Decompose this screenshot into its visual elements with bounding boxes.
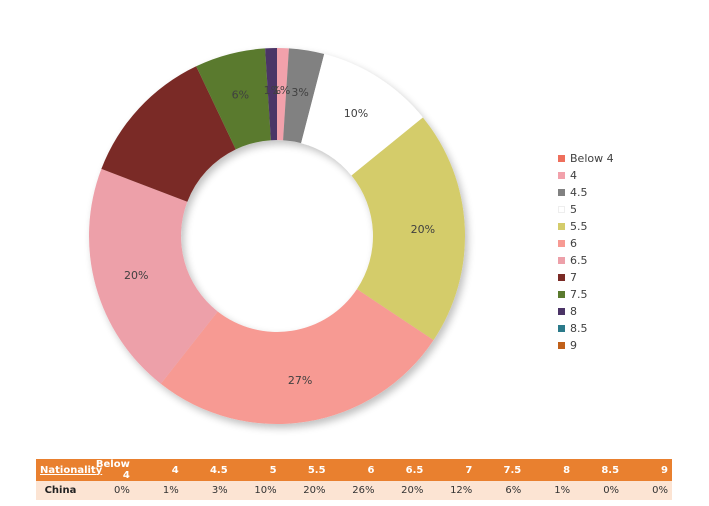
legend-item-6: 6 (558, 235, 678, 252)
table-row: China 0% 1% 3% 10% 20% 26% 20% 12% 6% 1% 0% 0% (36, 481, 672, 500)
percentage-cell: 3% (182, 481, 232, 500)
percentage-cell: 12% (427, 481, 477, 500)
slice-4 (277, 48, 289, 141)
band-header: 7 (427, 459, 477, 481)
legend-label: 8.5 (570, 322, 588, 335)
legend-swatch (558, 172, 565, 179)
slice-label-8: 1% (264, 84, 281, 97)
legend-item-6-5: 6.5 (558, 252, 678, 269)
slice-label-5: 10% (344, 107, 368, 120)
slice-label-6: 27% (288, 374, 312, 387)
slice-6-5 (88, 168, 218, 384)
chart-area: 1% 3% 10% 20% 27% 20% 6% 1% Below 4 4 4.5 5 5.5 6 6.5… (36, 18, 676, 448)
legend-label: 5.5 (570, 220, 588, 233)
legend-label: 4.5 (570, 186, 588, 199)
data-table: Nationality Below 4 4 4.5 5 5.5 6 6.5 7 7.5 8 8.5 9 … (36, 459, 672, 500)
legend-swatch (558, 155, 565, 162)
legend-swatch (558, 325, 565, 332)
legend-label: 8 (570, 305, 577, 318)
percentage-cell: 0% (574, 481, 624, 500)
legend-item-8: 8 (558, 303, 678, 320)
legend-item-9: 9 (558, 337, 678, 354)
legend-swatch (558, 223, 565, 230)
table-header-row: Nationality Below 4 4 4.5 5 5.5 6 6.5 7 7.5 8 8.5 9 (36, 459, 672, 481)
slice-label-4-5: 3% (291, 86, 308, 99)
slice-6 (160, 289, 434, 424)
band-header: 6 (329, 459, 379, 481)
slice-label-4: 1% (273, 84, 290, 97)
legend-swatch (558, 240, 565, 247)
legend-label: 9 (570, 339, 577, 352)
percentage-cell: 10% (231, 481, 281, 500)
percentage-cell: 26% (329, 481, 379, 500)
legend-item-4: 4 (558, 167, 678, 184)
slice-5-5 (351, 117, 466, 341)
slice-label-7-5: 6% (232, 89, 249, 102)
legend-swatch (558, 342, 565, 349)
percentage-cell: 1% (133, 481, 183, 500)
slice-7-5 (196, 48, 271, 150)
band-header: 5 (231, 459, 281, 481)
legend-item-5-5: 5.5 (558, 218, 678, 235)
slice-8 (265, 48, 277, 141)
donut-chart: 1% 3%10%20%27%20%6% 1% (88, 48, 466, 424)
band-header: 9 (623, 459, 672, 481)
legend-swatch (558, 308, 565, 315)
nationality-cell: China (36, 481, 85, 500)
legend-label: 4 (570, 169, 577, 182)
percentage-cell: 0% (623, 481, 672, 500)
slice-7 (101, 66, 236, 202)
slice-5 (301, 54, 423, 176)
percentage-cell: 0% (84, 481, 134, 500)
legend-item-4-5: 4.5 (558, 184, 678, 201)
legend-item-below-4: Below 4 (558, 150, 678, 167)
percentage-cell: 1% (525, 481, 575, 500)
slice-4-5 (283, 48, 325, 144)
band-header: Below 4 (84, 459, 134, 481)
band-header: 7.5 (476, 459, 526, 481)
band-header: 8.5 (574, 459, 624, 481)
legend-swatch (558, 206, 565, 213)
legend-label: Below 4 (570, 152, 614, 165)
nationality-header: Nationality (36, 459, 102, 481)
legend-item-8-5: 8.5 (558, 320, 678, 337)
percentage-cell: 20% (280, 481, 330, 500)
legend-label: 7.5 (570, 288, 588, 301)
legend-item-7-5: 7.5 (558, 286, 678, 303)
percentage-cell: 20% (378, 481, 428, 500)
slice-label-6-5: 20% (124, 269, 148, 282)
band-header: 6.5 (378, 459, 428, 481)
percentage-cell: 6% (476, 481, 526, 500)
legend-label: 5 (570, 203, 577, 216)
legend-item-5: 5 (558, 201, 678, 218)
legend-swatch (558, 274, 565, 281)
band-header: 5.5 (280, 459, 330, 481)
legend-swatch (558, 257, 565, 264)
legend-label: 6 (570, 237, 577, 250)
slice-label-5-5: 20% (411, 223, 435, 236)
legend-swatch (558, 291, 565, 298)
chart-legend: Below 4 4 4.5 5 5.5 6 6.5 7 7.5 8 8.5 9 (558, 150, 678, 354)
legend-label: 6.5 (570, 254, 588, 267)
band-header: 4.5 (182, 459, 232, 481)
legend-swatch (558, 189, 565, 196)
band-header: 4 (133, 459, 183, 481)
legend-label: 7 (570, 271, 577, 284)
legend-item-7: 7 (558, 269, 678, 286)
band-header: 8 (525, 459, 575, 481)
